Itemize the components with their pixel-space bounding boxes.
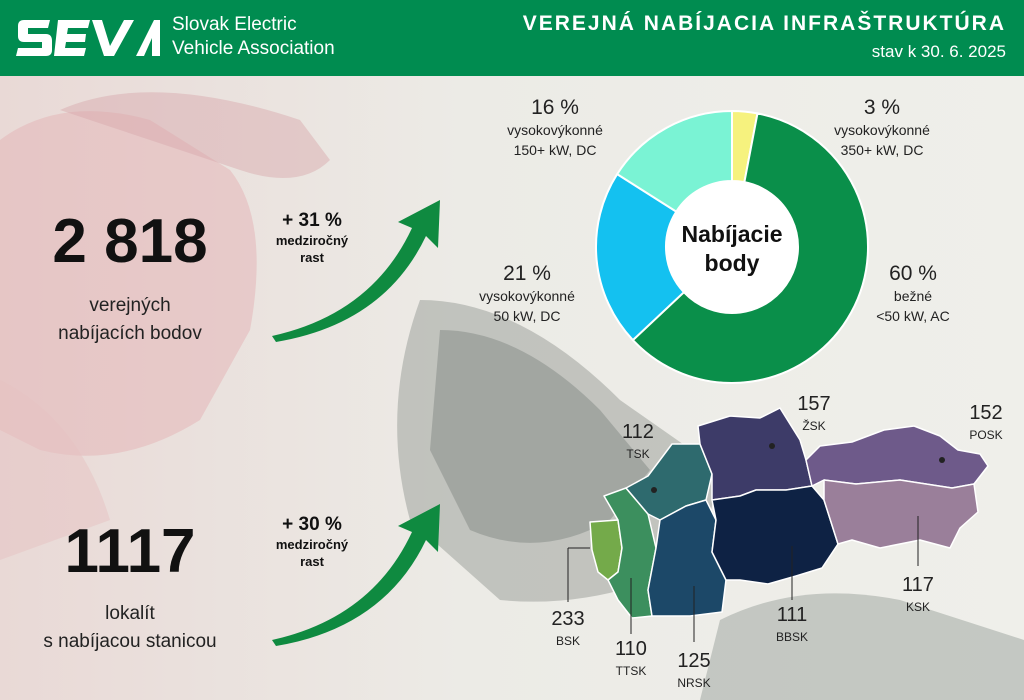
slice-label-150kw: 16 % vysokovýkonné 150+ kW, DC <box>470 96 640 160</box>
org-line-2: Vehicle Association <box>172 38 335 59</box>
region-code-tsk: TSK <box>626 447 650 461</box>
growth-arrow-icon <box>272 504 440 646</box>
organization-name: Slovak Electric Vehicle Association <box>172 13 335 61</box>
region-value-posk: 152 <box>969 402 1003 424</box>
donut-center <box>666 181 798 313</box>
slice-percent: 21 % <box>503 262 551 285</box>
locations-growth: + 30 % medziročný rast <box>252 514 372 570</box>
region-value-nrsk: 125 <box>677 650 711 672</box>
donut-title-line-1: Nabíjacie <box>681 221 783 247</box>
locations-value: 1117 <box>64 517 196 586</box>
charging-points-caption: verejných nabíjacích bodov <box>0 292 260 348</box>
caption-line-1: lokalít <box>105 603 155 624</box>
region-bbsk <box>711 485 839 585</box>
donut-center-title: Nabíjacie body <box>672 220 792 278</box>
slice-desc-2: 50 kW, DC <box>493 308 561 324</box>
slice-desc-2: 150+ kW, DC <box>513 142 597 158</box>
region-value-bsk: 233 <box>551 608 585 630</box>
region-ksk <box>823 479 979 549</box>
region-code-nrsk: NRSK <box>677 676 711 690</box>
region-value-tsk: 112 <box>622 421 654 443</box>
donut-title-line-2: body <box>704 250 760 276</box>
slice-percent: 16 % <box>531 96 579 119</box>
caption-line-1: verejných <box>89 295 171 316</box>
charging-points-value: 2 818 <box>52 207 208 276</box>
region-code-zsk: ŽSK <box>802 419 826 433</box>
slice-label-ac: 60 % bežné <50 kW, AC <box>828 262 998 326</box>
region-code-ksk: KSK <box>905 600 930 614</box>
slice-percent: 3 % <box>863 96 901 119</box>
growth-label-1: medziročný <box>275 233 349 248</box>
slice-desc-2: 350+ kW, DC <box>840 142 924 158</box>
date-label: stav k 30. 6. 2025 <box>871 42 1006 61</box>
header-bar: Slovak Electric Vehicle Association VERE… <box>0 0 1024 76</box>
slice-desc-1: bežné <box>893 288 933 304</box>
slice-desc-1: vysokovýkonné <box>479 288 575 304</box>
region-code-bsk: BSK <box>555 634 580 648</box>
region-code-posk: POSK <box>969 428 1003 442</box>
region-code-bbsk: BBSK <box>775 630 808 644</box>
growth-value: + 30 % <box>282 514 342 535</box>
slice-label-50kw: 21 % vysokovýkonné 50 kW, DC <box>442 262 612 326</box>
points-growth: + 31 % medziročný rast <box>252 210 372 266</box>
slice-percent: 60 % <box>889 262 937 285</box>
region-value-bbsk: 111 <box>776 604 808 626</box>
region-value-zsk: 157 <box>797 393 831 415</box>
slice-desc-1: vysokovýkonné <box>834 122 930 138</box>
growth-arrow-icon <box>272 200 440 342</box>
growth-label-1: medziročný <box>275 537 349 552</box>
growth-label-2: rast <box>300 250 324 265</box>
slice-desc-1: vysokovýkonné <box>507 122 603 138</box>
slice-label-350kw: 3 % vysokovýkonné 350+ kW, DC <box>797 96 967 160</box>
growth-value: + 31 % <box>282 210 342 231</box>
caption-line-2: s nabíjacou stanicou <box>43 631 217 652</box>
donut-slice-1 <box>631 112 869 384</box>
locations-caption: lokalít s nabíjacou stanicou <box>0 600 260 656</box>
slice-desc-2: <50 kW, AC <box>876 308 950 324</box>
region-value-ttsk: 110 <box>615 638 647 660</box>
growth-label-2: rast <box>300 554 324 569</box>
page-title: VEREJNÁ NABÍJACIA INFRAŠTRUKTÚRA <box>522 12 1006 35</box>
seva-logo-icon <box>16 20 160 56</box>
org-line-1: Slovak Electric <box>172 14 297 35</box>
region-nrsk <box>647 499 727 617</box>
caption-line-2: nabíjacích bodov <box>58 323 202 344</box>
region-code-ttsk: TTSK <box>615 664 647 678</box>
region-bsk <box>589 519 623 581</box>
region-value-ksk: 117 <box>902 574 934 596</box>
